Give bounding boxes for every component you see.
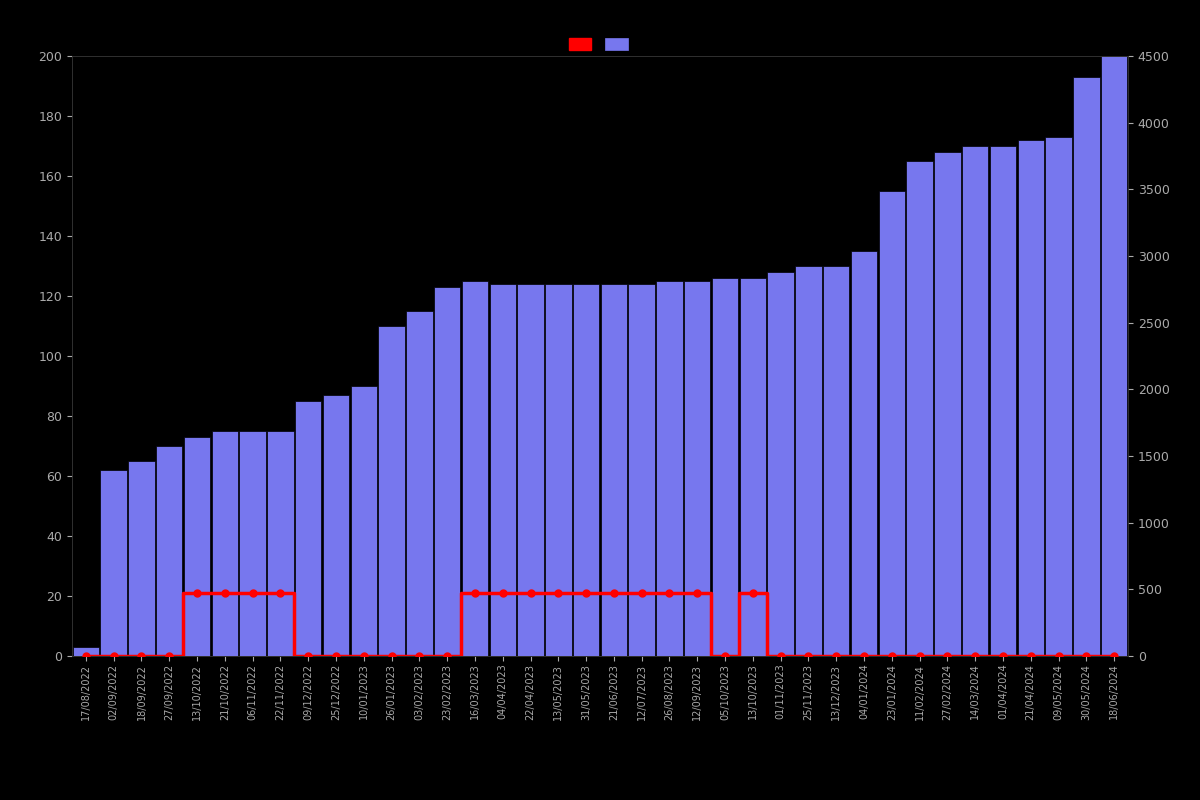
Bar bbox=[768, 272, 794, 656]
Bar bbox=[878, 191, 905, 656]
Bar bbox=[462, 281, 488, 656]
Bar bbox=[295, 401, 322, 656]
Legend: , : , bbox=[569, 38, 631, 51]
Bar bbox=[906, 161, 932, 656]
Bar bbox=[823, 266, 850, 656]
Bar bbox=[712, 278, 738, 656]
Bar bbox=[990, 146, 1016, 656]
Bar bbox=[962, 146, 989, 656]
Bar bbox=[490, 284, 516, 656]
Bar bbox=[406, 311, 432, 656]
Bar bbox=[601, 284, 628, 656]
Bar bbox=[184, 437, 210, 656]
Bar bbox=[629, 284, 655, 656]
Bar bbox=[128, 461, 155, 656]
Bar bbox=[656, 281, 683, 656]
Bar bbox=[796, 266, 822, 656]
Bar bbox=[1045, 137, 1072, 656]
Bar bbox=[1073, 77, 1099, 656]
Bar bbox=[323, 395, 349, 656]
Bar bbox=[684, 281, 710, 656]
Bar bbox=[378, 326, 404, 656]
Bar bbox=[268, 431, 294, 656]
Bar bbox=[851, 251, 877, 656]
Bar bbox=[934, 152, 960, 656]
Bar bbox=[434, 287, 461, 656]
Bar bbox=[73, 647, 100, 656]
Bar bbox=[350, 386, 377, 656]
Bar bbox=[156, 446, 182, 656]
Bar bbox=[517, 284, 544, 656]
Bar bbox=[739, 278, 766, 656]
Bar bbox=[572, 284, 599, 656]
Bar bbox=[101, 470, 127, 656]
Bar bbox=[211, 431, 238, 656]
Bar bbox=[240, 431, 266, 656]
Bar bbox=[545, 284, 571, 656]
Bar bbox=[1100, 56, 1127, 656]
Bar bbox=[1018, 140, 1044, 656]
